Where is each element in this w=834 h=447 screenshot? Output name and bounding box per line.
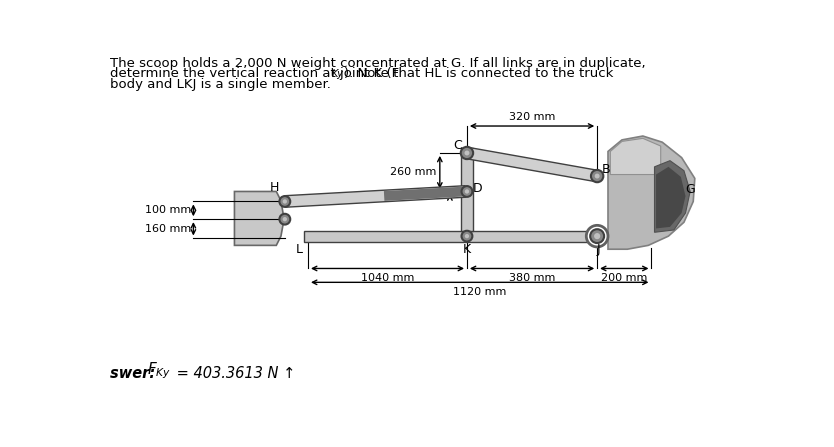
Text: 100 mm: 100 mm [145, 205, 191, 215]
Text: Ky: Ky [332, 69, 344, 79]
Text: 260 mm: 260 mm [390, 167, 437, 177]
Polygon shape [234, 191, 284, 245]
Text: swer:: swer: [110, 366, 161, 381]
Polygon shape [610, 138, 661, 174]
Circle shape [465, 151, 470, 156]
Text: H: H [270, 181, 279, 194]
Text: ). Note that HL is connected to the truck: ). Note that HL is connected to the truc… [344, 67, 613, 80]
Text: = 403.3613 N ↑: = 403.3613 N ↑ [173, 366, 296, 381]
Polygon shape [284, 186, 465, 207]
Text: determine the vertical reaction at joint K (F: determine the vertical reaction at joint… [110, 67, 399, 80]
Polygon shape [466, 147, 598, 182]
Text: 380 mm: 380 mm [509, 273, 555, 283]
Text: 160 mm: 160 mm [145, 224, 191, 234]
Circle shape [283, 217, 287, 221]
Circle shape [595, 173, 600, 178]
Text: K: K [463, 244, 471, 257]
Text: B: B [602, 164, 610, 177]
Circle shape [594, 233, 600, 239]
Circle shape [279, 214, 290, 224]
Text: 1040 mm: 1040 mm [361, 273, 414, 283]
Text: body and LKJ is a single member.: body and LKJ is a single member. [110, 78, 331, 91]
Circle shape [279, 196, 290, 207]
Circle shape [591, 170, 603, 182]
Polygon shape [656, 167, 686, 228]
Polygon shape [655, 160, 691, 232]
Circle shape [590, 229, 604, 243]
Text: L: L [295, 244, 302, 257]
Text: 1120 mm: 1120 mm [453, 287, 506, 297]
Circle shape [460, 147, 473, 159]
Text: G: G [686, 183, 695, 196]
Circle shape [586, 225, 608, 247]
Polygon shape [304, 231, 605, 241]
Circle shape [461, 231, 472, 241]
Circle shape [283, 199, 287, 204]
Text: D: D [473, 182, 483, 195]
Text: C: C [453, 139, 462, 152]
Text: 200 mm: 200 mm [601, 273, 647, 283]
Circle shape [461, 186, 472, 197]
Polygon shape [608, 136, 695, 249]
Circle shape [465, 190, 469, 194]
Polygon shape [460, 148, 473, 231]
Text: The scoop holds a 2,000 N weight concentrated at G. If all links are in duplicat: The scoop holds a 2,000 N weight concent… [110, 57, 646, 70]
Circle shape [465, 234, 469, 238]
Polygon shape [384, 186, 465, 201]
Text: J: J [597, 244, 600, 257]
Text: 320 mm: 320 mm [509, 112, 555, 122]
Text: $F_{Ky}$: $F_{Ky}$ [147, 360, 171, 381]
Text: 180 mm: 180 mm [400, 191, 447, 202]
